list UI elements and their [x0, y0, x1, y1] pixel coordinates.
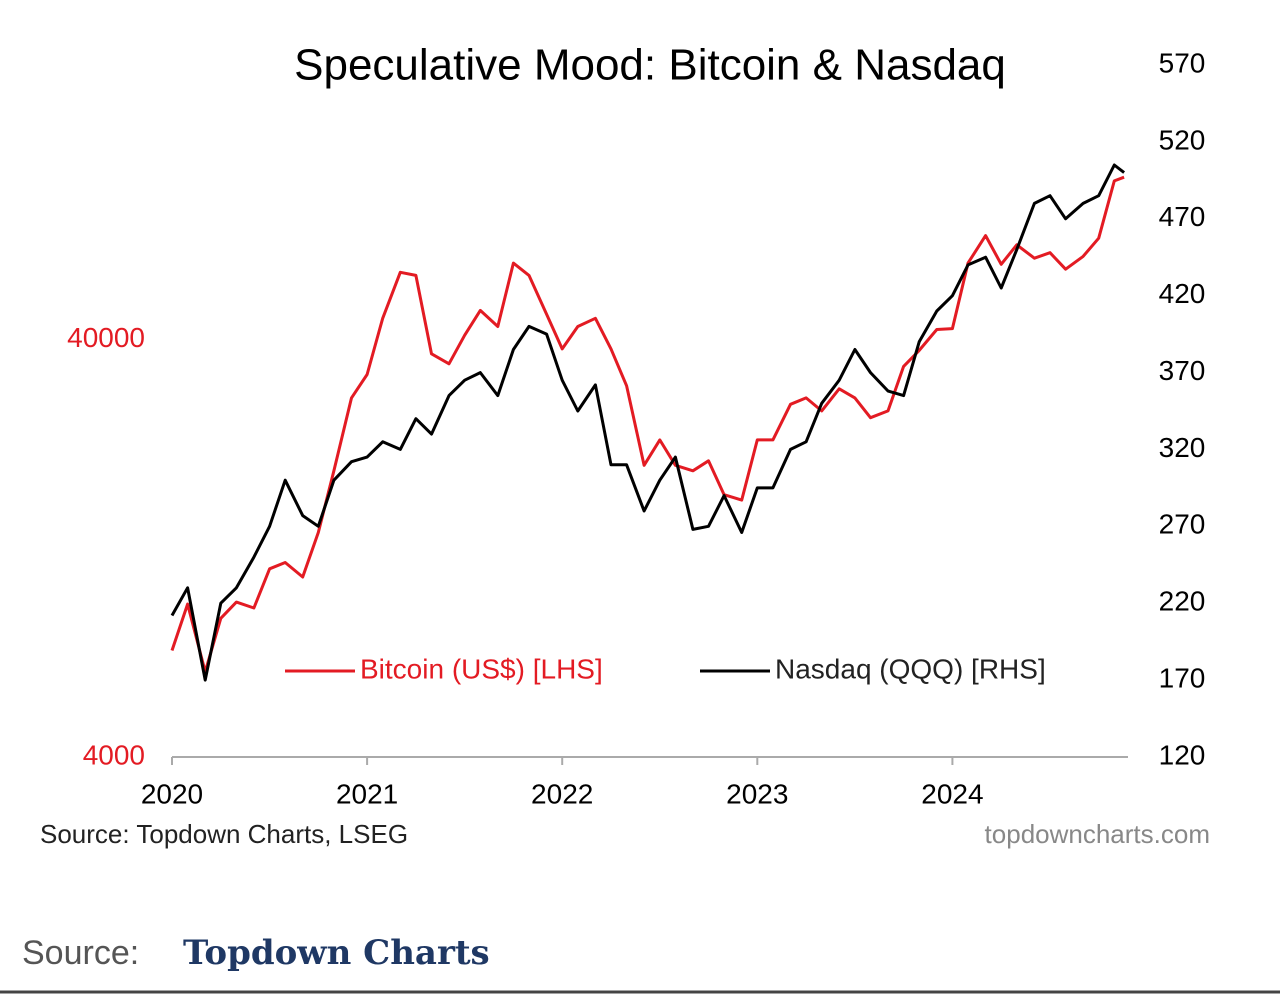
x-tick-label: 2022	[531, 778, 593, 809]
y2-tick-label: 420	[1159, 278, 1206, 309]
footer-label: Source:	[22, 934, 139, 972]
y-tick-label: 4000	[83, 739, 145, 770]
x-tick-label: 2023	[726, 778, 788, 809]
series-line	[170, 163, 1126, 682]
y2-tick-label: 170	[1159, 663, 1206, 694]
x-tick-label: 2024	[921, 778, 983, 809]
y2-tick-label: 120	[1159, 739, 1206, 770]
y2-tick-label: 320	[1159, 432, 1206, 463]
legend-label: Nasdaq (QQQ) [RHS]	[775, 653, 1046, 684]
watermark: topdowncharts.com	[985, 819, 1210, 849]
y2-tick-label: 570	[1159, 47, 1206, 78]
y2-tick-label: 520	[1159, 124, 1206, 155]
y2-tick-label: 220	[1159, 586, 1206, 617]
chart-title: Speculative Mood: Bitcoin & Nasdaq	[294, 41, 1006, 90]
y-tick-label: 40000	[67, 322, 145, 353]
x-tick-label: 2021	[336, 778, 398, 809]
x-tick-label: 2020	[141, 778, 203, 809]
y2-tick-label: 470	[1159, 201, 1206, 232]
series-line	[170, 175, 1125, 674]
source-note: Source: Topdown Charts, LSEG	[40, 819, 408, 849]
legend-label: Bitcoin (US$) [LHS]	[360, 653, 603, 684]
y2-tick-label: 270	[1159, 509, 1206, 540]
y2-tick-label: 370	[1159, 355, 1206, 386]
footer-name: Topdown Charts	[183, 933, 490, 973]
